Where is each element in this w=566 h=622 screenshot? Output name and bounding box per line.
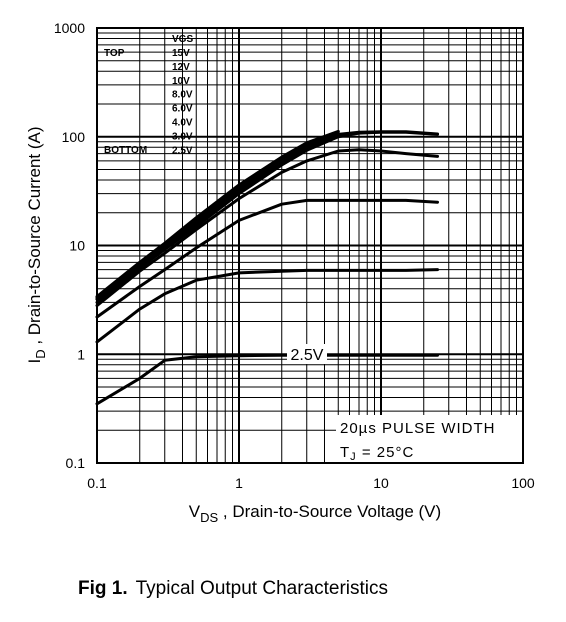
- series-line: [95, 148, 439, 308]
- x-label-rest: , Drain-to-Source Voltage (V): [218, 502, 441, 521]
- tj-sub: J: [350, 451, 357, 463]
- plot-frame: [96, 27, 524, 464]
- caption-label: Fig 1.: [78, 578, 128, 599]
- y-label-rest: , Drain-to-Source Current (A): [25, 126, 44, 349]
- legend-entry: 3.0V: [172, 131, 193, 142]
- caption: Fig 1. Typical Output Characteristics: [78, 578, 388, 599]
- series-line: [95, 198, 439, 319]
- y-tick-label: 0.1: [66, 455, 86, 471]
- legend-entry: 8.0V: [172, 90, 193, 101]
- series-line: [95, 268, 439, 344]
- legend-top: TOP: [104, 48, 125, 59]
- legend-entry: 15V: [172, 48, 190, 59]
- legend-entry: 12V: [172, 62, 190, 73]
- series-line: [95, 130, 439, 301]
- series-line: [95, 353, 439, 406]
- x-label-main: V: [189, 502, 201, 521]
- tj-note: TJ = 25°C: [340, 444, 414, 463]
- x-tick-label: 10: [373, 475, 389, 491]
- y-tick-label: 10: [69, 238, 85, 254]
- tj-rest: = 25°C: [357, 444, 415, 461]
- x-tick-label: 0.1: [87, 475, 107, 491]
- y-tick-label: 1000: [54, 20, 85, 36]
- legend: VGS TOP BOTTOM 15V 12V 10V 8.0V 6.0V 4.0V 3.0V…: [104, 34, 193, 156]
- legend-entry: 4.0V: [172, 118, 193, 129]
- legend-entry: 6.0V: [172, 104, 193, 115]
- legend-entry: 2.5V: [172, 145, 193, 156]
- label-bg: [287, 344, 327, 364]
- pulse-note: 20µs PULSE WIDTH: [340, 420, 496, 437]
- annotation-bg: [336, 415, 522, 462]
- series-line: [95, 131, 340, 300]
- legend-title: VGS: [172, 34, 193, 45]
- legend-entry: 10V: [172, 76, 190, 87]
- series-line: [95, 130, 439, 304]
- caption-text: Typical Output Characteristics: [136, 578, 388, 599]
- legend-bottom: BOTTOM: [104, 145, 147, 156]
- y-tick-label: 1: [77, 346, 85, 362]
- x-tick-label: 1: [235, 475, 243, 491]
- y-tick-label: 100: [62, 129, 86, 145]
- y-axis-label: ID , Drain-to-Source Current (A): [25, 126, 48, 363]
- x-axis-label: VDS , Drain-to-Source Voltage (V): [189, 502, 441, 525]
- x-label-sub: DS: [200, 510, 218, 525]
- x-tick-label: 100: [511, 475, 535, 491]
- curve-label: 2.5V: [291, 347, 324, 364]
- tj-main: T: [340, 444, 350, 461]
- y-label-sub: D: [33, 349, 48, 358]
- y-label-main: I: [25, 359, 44, 364]
